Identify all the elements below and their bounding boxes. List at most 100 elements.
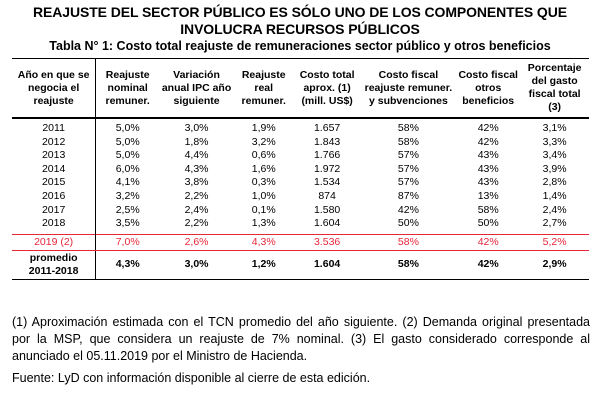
table-cell: 2,2% bbox=[184, 217, 209, 230]
table-cell: 58% bbox=[477, 203, 499, 216]
table-cell: 42% bbox=[456, 250, 521, 280]
table-row: 2016 3,2% 2,2% 1,0% 874 87% 13% 1,4% bbox=[12, 189, 589, 204]
table-cell: 1.657 bbox=[313, 122, 341, 134]
table-cell: 50% bbox=[397, 217, 419, 230]
column-header-nominal: Reajuste nominal remuner. bbox=[95, 58, 160, 119]
table-cell: 4,1% bbox=[115, 176, 140, 189]
table-cell: 43% bbox=[477, 149, 499, 162]
table-cell: 5,2% bbox=[520, 233, 589, 251]
table-cell: 2014 bbox=[12, 162, 97, 177]
table-cell: 1,3% bbox=[251, 217, 276, 230]
table-cell: 2011 bbox=[12, 118, 97, 136]
table-caption: Tabla N° 1: Costo total reajuste de remu… bbox=[49, 39, 551, 53]
table-cell: 5,0% bbox=[115, 149, 140, 162]
table-cell: 87% bbox=[397, 189, 419, 202]
table-row: 2015 4,1% 3,8% 0,3% 1.534 57% 43% 2,8% bbox=[12, 176, 589, 190]
table-cell: 58% bbox=[397, 135, 419, 148]
table-cell: 1,0% bbox=[251, 189, 276, 202]
table-cell: 2015 bbox=[12, 176, 97, 190]
table-cell: 1.534 bbox=[313, 176, 341, 189]
table-cell: 4,3% bbox=[95, 250, 160, 280]
table-cell: 2,5% bbox=[115, 203, 140, 216]
table-row: 2012 5,0% 1,8% 3,2% 1.843 58% 42% 3,3% bbox=[12, 135, 589, 150]
table-cell: 4,3% bbox=[233, 233, 294, 251]
table-cell: 3,9% bbox=[542, 162, 567, 175]
table-cell: 2,6% bbox=[159, 233, 234, 251]
column-header-fiscal-otros: Costo fiscal otros beneficios bbox=[456, 58, 521, 119]
table-cell: 0,3% bbox=[251, 176, 276, 189]
table-cell: 5,0% bbox=[115, 135, 140, 148]
table-cell: 1,2% bbox=[233, 250, 294, 280]
table-cell: 42% bbox=[477, 135, 499, 148]
table-cell: 874 bbox=[318, 189, 336, 202]
table-cell: 1.972 bbox=[313, 162, 341, 175]
table-cell: 1.580 bbox=[313, 203, 341, 216]
column-header-fiscal-reajuste: Costo fiscal reajuste remuner. y subvenc… bbox=[360, 58, 457, 119]
table-cell: 42% bbox=[477, 122, 499, 134]
table-row: 2014 6,0% 4,3% 1,6% 1.972 57% 43% 3,9% bbox=[12, 162, 589, 177]
source-note: Fuente: LyD con información disponible a… bbox=[12, 371, 371, 385]
table-cell: 6,0% bbox=[115, 162, 140, 175]
table-cell: 3,2% bbox=[251, 135, 276, 148]
table-cell: 13% bbox=[477, 189, 499, 202]
footnotes: (1) Aproximación estimada con el TCN pro… bbox=[12, 315, 590, 363]
table-cell: 2018 bbox=[12, 217, 97, 235]
table-row: 2011 5,0% 3,0% 1,9% 1.657 58% 42% 3,1% bbox=[12, 118, 589, 136]
table-cell: 0,1% bbox=[251, 203, 276, 216]
table-cell: 3.536 bbox=[293, 233, 361, 251]
table-row: 2018 3,5% 2,2% 1,3% 1.604 50% 50% 2,7% bbox=[12, 217, 589, 235]
table-cell: 43% bbox=[477, 176, 499, 189]
column-header-ipc: Variación anual IPC año siguiente bbox=[159, 58, 234, 119]
table-cell: 2,8% bbox=[542, 176, 567, 189]
table-cell: 1.604 bbox=[293, 250, 361, 280]
table-cell: 3,3% bbox=[542, 135, 567, 148]
average-row-label: promedio 2011-2018 bbox=[12, 250, 97, 280]
table-cell: 2,9% bbox=[520, 250, 589, 280]
table-cell: 57% bbox=[397, 162, 419, 175]
table-cell: 2019 (2) bbox=[12, 233, 97, 251]
table-cell: 43% bbox=[477, 162, 499, 175]
table-cell: 4,4% bbox=[184, 149, 209, 162]
column-header-total-cost: Costo total aprox. (1) (mill. US$) bbox=[293, 58, 361, 119]
table-cell: 7,0% bbox=[95, 233, 160, 251]
table-cell: 2012 bbox=[12, 135, 97, 150]
table-cell: 2,7% bbox=[542, 217, 567, 230]
column-header-year: Año en que se negocia el reajuste bbox=[12, 58, 97, 119]
table-cell: 5,0% bbox=[115, 122, 140, 134]
table-cell: 1.843 bbox=[313, 135, 341, 148]
table-cell: 57% bbox=[397, 176, 419, 189]
table-header-row: Año en que se negocia el reajuste Reajus… bbox=[12, 58, 589, 119]
table-cell: 4,3% bbox=[184, 162, 209, 175]
table-cell: 3,0% bbox=[184, 122, 209, 134]
average-row: promedio 2011-2018 4,3% 3,0% 1,2% 1.604 … bbox=[12, 250, 589, 280]
table-cell: 1,9% bbox=[251, 122, 276, 134]
average-label-line2: 2011-2018 bbox=[28, 264, 79, 277]
table-cell: 1,6% bbox=[251, 162, 276, 175]
table-cell: 3,8% bbox=[184, 176, 209, 189]
table-cell: 3,5% bbox=[115, 217, 140, 230]
data-table: Año en que se negocia el reajuste Reajus… bbox=[12, 58, 589, 280]
table-cell: 2,4% bbox=[542, 203, 567, 216]
table-cell: 2016 bbox=[12, 189, 97, 204]
average-label-line1: promedio bbox=[29, 251, 78, 264]
table-cell: 42% bbox=[456, 233, 521, 251]
table-cell: 0,6% bbox=[251, 149, 276, 162]
table-cell: 50% bbox=[477, 217, 499, 230]
table-cell: 2013 bbox=[12, 149, 97, 163]
table-cell: 2,2% bbox=[184, 189, 209, 202]
table-cell: 1,8% bbox=[184, 135, 209, 148]
table-cell: 3,4% bbox=[542, 149, 567, 162]
table-cell: 3,1% bbox=[542, 122, 567, 134]
table-row: 2013 5,0% 4,4% 0,6% 1.766 57% 43% 3,4% bbox=[12, 149, 589, 163]
table-cell: 58% bbox=[360, 250, 457, 280]
table-row: 2017 2,5% 2,4% 0,1% 1.580 42% 58% 2,4% bbox=[12, 203, 589, 218]
page-title: REAJUSTE DEL SECTOR PÚBLICO ES SÓLO UNO … bbox=[33, 4, 567, 37]
table-cell: 1.766 bbox=[313, 149, 341, 162]
table-cell: 58% bbox=[397, 122, 419, 134]
table-cell: 3,0% bbox=[159, 250, 234, 280]
table-cell: 1.604 bbox=[313, 217, 341, 230]
highlight-row-2019: 2019 (2) 7,0% 2,6% 4,3% 3.536 58% 42% 5,… bbox=[12, 233, 589, 251]
table-cell: 1,4% bbox=[542, 189, 567, 202]
column-header-real: Reajuste real remuner. bbox=[233, 58, 294, 119]
